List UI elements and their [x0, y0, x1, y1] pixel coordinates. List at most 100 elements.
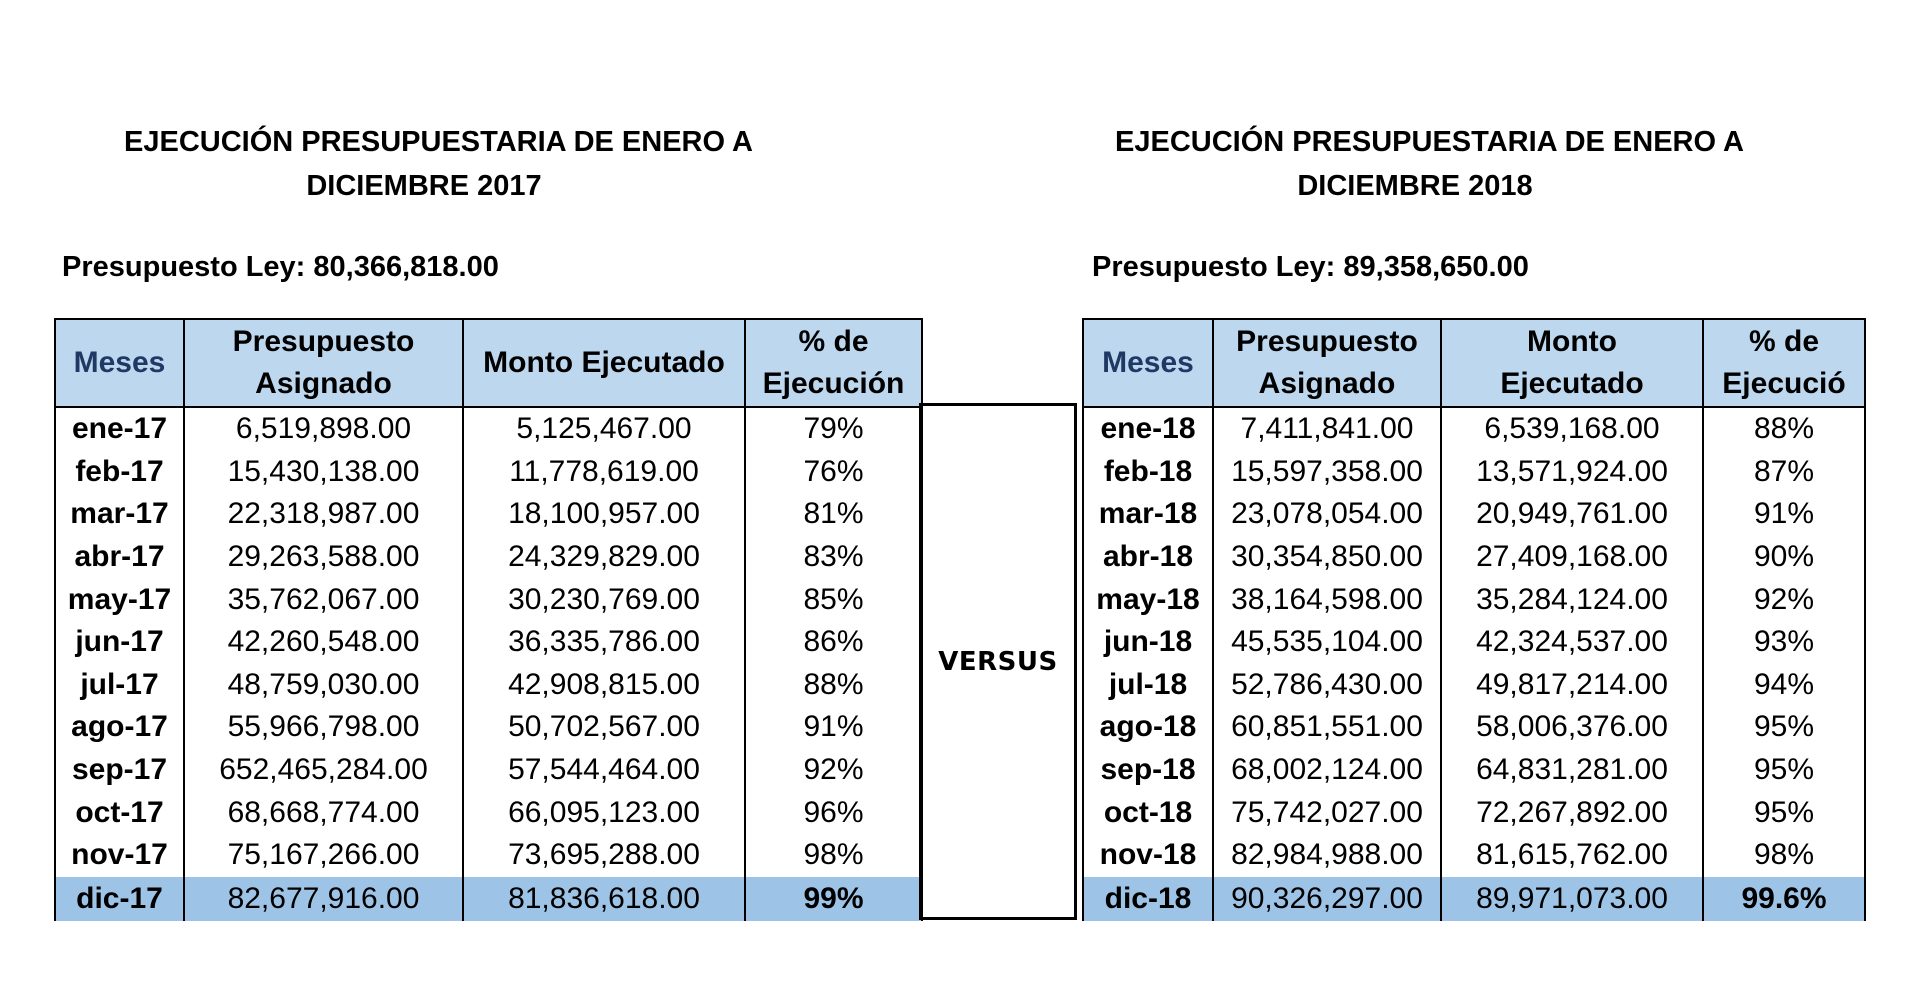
assigned-cell: 45,535,104.00 — [1212, 620, 1442, 664]
assigned-cell: 38,164,598.00 — [1212, 578, 1442, 621]
table-row: jun-18 45,535,104.00 42,324,537.00 93% — [1082, 620, 1866, 664]
title-2017-line1: EJECUCIÓN PRESUPUESTARIA DE ENERO A — [124, 126, 753, 158]
pct-cell: 95% — [1702, 706, 1866, 749]
table-row: sep-18 68,002,124.00 64,831,281.00 95% — [1082, 748, 1866, 792]
col-header-pct: % de Ejecución — [744, 318, 923, 408]
month-cell: ago-18 — [1082, 706, 1214, 749]
col-header-pct-line2: Ejecución — [762, 367, 905, 400]
title-2018-line1: EJECUCIÓN PRESUPUESTARIA DE ENERO A — [1115, 126, 1744, 158]
executed-cell: 13,571,924.00 — [1440, 450, 1704, 494]
assigned-cell: 52,786,430.00 — [1212, 663, 1442, 707]
month-cell: may-18 — [1082, 578, 1214, 621]
col-header-executed-line1: Monto Ejecutado — [483, 346, 725, 379]
executed-cell: 20,949,761.00 — [1440, 493, 1704, 536]
assigned-cell: 35,762,067.00 — [183, 578, 464, 621]
executed-cell: 81,836,618.00 — [462, 876, 746, 921]
month-cell: ene-17 — [54, 407, 185, 451]
table-row: jul-18 52,786,430.00 49,817,214.00 94% — [1082, 663, 1866, 707]
budget-table-2018: Meses Presupuesto Asignado Monto Ejecuta… — [1082, 318, 1866, 921]
table-row: ene-18 7,411,841.00 6,539,168.00 88% — [1082, 407, 1866, 451]
month-cell: oct-17 — [54, 791, 185, 834]
pct-cell: 92% — [744, 748, 923, 792]
assigned-cell: 75,742,027.00 — [1212, 791, 1442, 834]
col-header-month: Meses — [54, 318, 185, 408]
assigned-cell: 68,002,124.00 — [1212, 748, 1442, 792]
versus-label: VERSUS — [938, 646, 1058, 677]
table-row: sep-17 652,465,284.00 57,544,464.00 92% — [54, 748, 923, 792]
executed-cell: 89,971,073.00 — [1440, 876, 1704, 921]
month-cell: sep-18 — [1082, 748, 1214, 792]
assigned-cell: 55,966,798.00 — [183, 706, 464, 749]
table-row: feb-17 15,430,138.00 11,778,619.00 76% — [54, 450, 923, 494]
pct-cell: 88% — [744, 663, 923, 707]
pct-cell: 94% — [1702, 663, 1866, 707]
table-row: may-17 35,762,067.00 30,230,769.00 85% — [54, 578, 923, 621]
table-row: oct-17 68,668,774.00 66,095,123.00 96% — [54, 791, 923, 834]
assigned-cell: 6,519,898.00 — [183, 407, 464, 451]
executed-cell: 66,095,123.00 — [462, 791, 746, 834]
assigned-cell: 82,677,916.00 — [183, 876, 464, 921]
month-cell: nov-18 — [1082, 833, 1214, 877]
col-header-executed-line1: Monto — [1527, 325, 1617, 358]
col-header-assigned-line2: Asignado — [255, 367, 392, 400]
table-row-total: dic-18 90,326,297.00 89,971,073.00 99.6% — [1082, 876, 1866, 921]
pct-cell: 98% — [744, 833, 923, 877]
col-header-assigned-line1: Presupuesto — [232, 325, 415, 358]
month-cell: nov-17 — [54, 833, 185, 877]
assigned-cell: 22,318,987.00 — [183, 493, 464, 536]
month-cell: jul-18 — [1082, 663, 1214, 707]
executed-cell: 24,329,829.00 — [462, 535, 746, 579]
title-2018-line2: DICIEMBRE 2018 — [1297, 170, 1533, 202]
table-row: mar-18 23,078,054.00 20,949,761.00 91% — [1082, 493, 1866, 536]
assigned-cell: 15,597,358.00 — [1212, 450, 1442, 494]
executed-cell: 18,100,957.00 — [462, 493, 746, 536]
executed-cell: 36,335,786.00 — [462, 620, 746, 664]
pct-cell: 76% — [744, 450, 923, 494]
budget-law-2018: Presupuesto Ley: 89,358,650.00 — [1092, 251, 1529, 283]
col-header-pct-line1: % de — [798, 325, 869, 358]
table-row: nov-18 82,984,988.00 81,615,762.00 98% — [1082, 833, 1866, 877]
versus-box: VERSUS — [919, 403, 1077, 920]
month-cell: jun-17 — [54, 620, 185, 664]
assigned-cell: 7,411,841.00 — [1212, 407, 1442, 451]
month-cell: mar-18 — [1082, 493, 1214, 536]
col-header-month: Meses — [1082, 318, 1214, 408]
executed-cell: 35,284,124.00 — [1440, 578, 1704, 621]
executed-cell: 27,409,168.00 — [1440, 535, 1704, 579]
pct-cell: 79% — [744, 407, 923, 451]
executed-cell: 42,324,537.00 — [1440, 620, 1704, 664]
month-cell: ago-17 — [54, 706, 185, 749]
executed-cell: 57,544,464.00 — [462, 748, 746, 792]
col-header-pct-line1: % de — [1748, 325, 1820, 358]
month-cell: may-17 — [54, 578, 185, 621]
month-cell: dic-18 — [1082, 876, 1214, 921]
assigned-cell: 15,430,138.00 — [183, 450, 464, 494]
col-header-pct: % de Ejecució — [1702, 318, 1866, 408]
pct-cell: 81% — [744, 493, 923, 536]
table-row: ene-17 6,519,898.00 5,125,467.00 79% — [54, 407, 923, 451]
budget-law-2017: Presupuesto Ley: 80,366,818.00 — [62, 251, 499, 283]
assigned-cell: 42,260,548.00 — [183, 620, 464, 664]
pct-cell: 99.6% — [1702, 876, 1866, 921]
pct-cell: 88% — [1702, 407, 1866, 451]
col-header-assigned: Presupuesto Asignado — [1212, 318, 1442, 408]
month-cell: feb-17 — [54, 450, 185, 494]
pct-cell: 90% — [1702, 535, 1866, 579]
title-2018: EJECUCIÓN PRESUPUESTARIA DE ENERO A DICI… — [1115, 120, 1744, 208]
pct-cell: 87% — [1702, 450, 1866, 494]
table-row: mar-17 22,318,987.00 18,100,957.00 81% — [54, 493, 923, 536]
month-cell: jun-18 — [1082, 620, 1214, 664]
table-row: oct-18 75,742,027.00 72,267,892.00 95% — [1082, 791, 1866, 834]
month-cell: sep-17 — [54, 748, 185, 792]
month-cell: abr-17 — [54, 535, 185, 579]
table-row: jun-17 42,260,548.00 36,335,786.00 86% — [54, 620, 923, 664]
assigned-cell: 30,354,850.00 — [1212, 535, 1442, 579]
month-cell: feb-18 — [1082, 450, 1214, 494]
executed-cell: 30,230,769.00 — [462, 578, 746, 621]
executed-cell: 5,125,467.00 — [462, 407, 746, 451]
executed-cell: 73,695,288.00 — [462, 833, 746, 877]
table-header-row: Meses Presupuesto Asignado Monto Ejecuta… — [54, 318, 923, 408]
table-row: abr-17 29,263,588.00 24,329,829.00 83% — [54, 535, 923, 579]
pct-cell: 96% — [744, 791, 923, 834]
assigned-cell: 75,167,266.00 — [183, 833, 464, 877]
